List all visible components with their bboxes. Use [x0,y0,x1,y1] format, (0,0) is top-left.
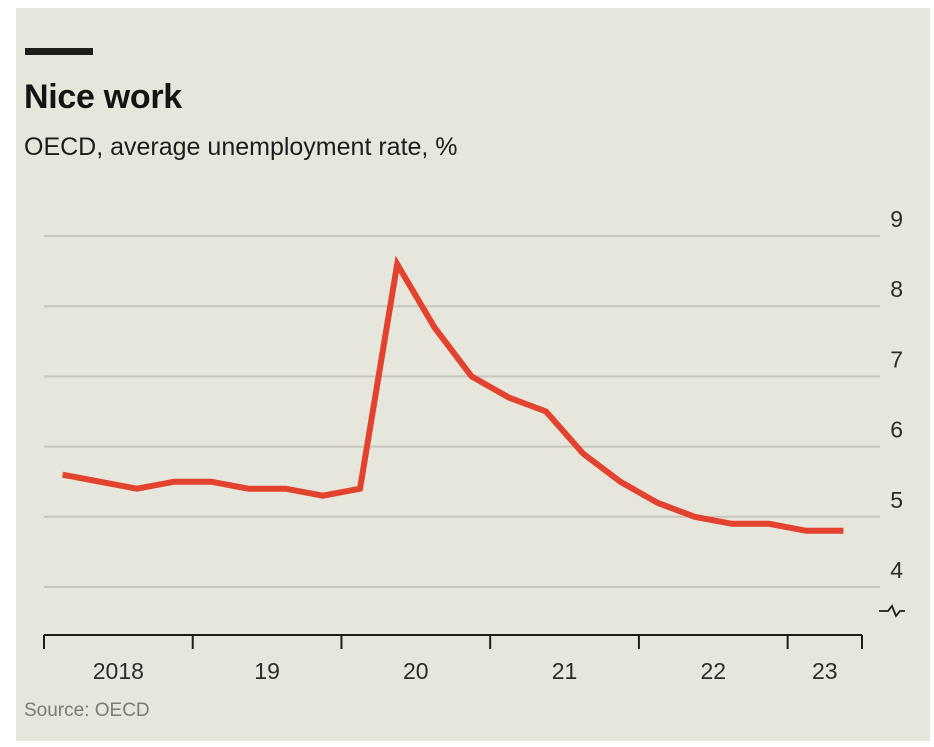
gridlines [44,235,880,588]
chart-title: Nice work [24,78,182,116]
series-line-group [62,255,844,534]
series-line [62,255,844,534]
y-tick-label-4: 4 [890,557,903,583]
x-tick-label-22: 22 [700,658,726,684]
chart-subtitle: OECD, average unemployment rate, % [24,133,458,161]
y-tick-label-6: 6 [890,417,903,443]
y-tick-label-5: 5 [890,487,903,513]
y-tick-label-7: 7 [890,346,903,372]
x-tick-label-23: 23 [812,658,838,684]
source-note: Source: OECD [24,700,150,721]
y-tick-label-9: 9 [890,206,903,232]
accent-bar [25,48,93,55]
y-tick-label-8: 8 [890,276,903,302]
axis-break-icon [879,604,905,618]
x-tick-label-21: 21 [552,658,578,684]
x-tick-label-2018: 2018 [93,658,144,684]
x-tick-label-19: 19 [254,658,280,684]
x-axis: 2018 19 20 21 22 23 [43,634,863,684]
y-axis-ticks: 9 8 7 6 5 4 [879,206,905,618]
x-tick-label-20: 20 [403,658,429,684]
